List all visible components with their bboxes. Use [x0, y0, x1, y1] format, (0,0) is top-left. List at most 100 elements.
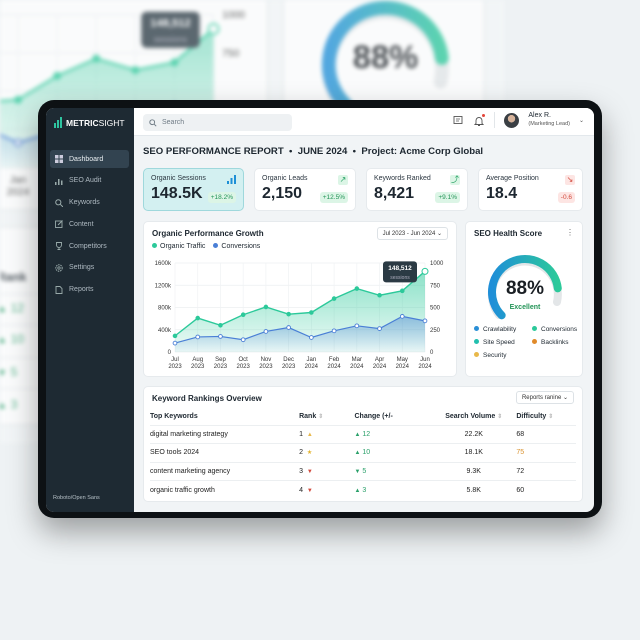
message-icon[interactable] [452, 114, 464, 126]
sidebar: METRICSIGHT Dashboard SEO Audit Keywords Co… [46, 108, 134, 512]
sidebar-item-dashboard[interactable]: Dashboard [50, 150, 129, 168]
kpi-card-keywords-ranked[interactable]: Keywords Ranked 8,421 ⤴ +9.1% [366, 168, 468, 211]
change-cell: 3 [362, 486, 367, 494]
y-right-tick: 750 [430, 283, 441, 289]
volume-cell: 22.2K [431, 424, 517, 444]
sidebar-item-content[interactable]: Content [50, 215, 129, 233]
x-tick-month: Sep [215, 357, 226, 363]
table-row[interactable]: digital marketing strategy 1 ▲ ▲ 12 22.2… [150, 424, 576, 444]
rank-indicator-icon: ★ [306, 450, 313, 457]
sidebar-item-competitors[interactable]: Competitors [50, 237, 129, 255]
traffic-point [170, 58, 179, 67]
chevron-down-icon: ⌄ [436, 231, 442, 237]
conversions-point [399, 314, 405, 319]
kpi-value: 8,421 [374, 185, 415, 202]
traffic-point [399, 288, 405, 294]
sort-icon[interactable]: ⇕ [548, 414, 554, 421]
tooltip-value: 148,512 [388, 265, 412, 272]
more-options-icon[interactable]: ⋮ [566, 228, 574, 237]
column-header-label: Top Keywords [150, 413, 198, 421]
edit-icon [55, 220, 63, 229]
filter-label: Reports ranine [521, 395, 562, 401]
sort-icon[interactable]: ⇕ [318, 414, 324, 421]
sort-icon[interactable]: ⇕ [497, 414, 503, 421]
health-gauge: 88% [321, 0, 449, 112]
search-icon [149, 118, 157, 127]
keyword-cell: SEO tools 2024 [150, 443, 300, 462]
conversions-point [354, 323, 360, 329]
traffic-point [218, 323, 223, 328]
sidebar-item-label: Reports [69, 286, 94, 294]
triangle-up-icon: ▲ [354, 431, 361, 438]
kpi-change-badge: +9.1% [435, 192, 460, 203]
gauge-fill [321, 0, 449, 112]
column-header[interactable]: Rank ⇕ [299, 409, 354, 425]
user-role: (Marketing Lead) [528, 121, 570, 127]
health-score-value: 88% [506, 278, 544, 299]
rank-cell: 3 [299, 467, 304, 475]
conversions-point [331, 328, 337, 334]
triangle-up-icon: ▲ [0, 337, 7, 347]
traffic-point [331, 296, 337, 301]
kpi-card-average-position[interactable]: Average Position 18.4 ↘ -0.6 [478, 168, 583, 211]
volume-cell: 9.3K [431, 461, 517, 481]
column-header[interactable]: Change (+/- [354, 409, 431, 425]
traffic-line [0, 28, 215, 103]
x-tick-month: Apr [375, 357, 384, 363]
search-input[interactable]: Search [143, 114, 292, 131]
change-cell: 3 [10, 399, 18, 412]
chevron-down-icon: ⌄ [562, 395, 568, 401]
keyword-table: Top Keywords Rank ⇕ Change (+/- Search Volum… [150, 409, 576, 499]
notification-bell-icon[interactable] [473, 114, 486, 126]
kpi-card-organic-sessions[interactable]: Organic Sessions 148.5K +18.2% [143, 168, 244, 211]
bar-chart-icon [55, 178, 63, 185]
column-header: Rank [0, 266, 92, 294]
reports-filter-dropdown[interactable]: Reports ranine ⌄ [515, 391, 574, 404]
kpi-value: 148.5K [151, 185, 203, 202]
traffic-point [240, 312, 246, 318]
kpi-change-badge: +18.2% [207, 192, 236, 203]
traffic-point [92, 54, 101, 63]
y-left-tick: 1600k [155, 261, 172, 267]
kpi-card-organic-leads[interactable]: Organic Leads 2,150 ↗ +12.5% [254, 168, 356, 211]
x-tick-year: 2024 [305, 364, 319, 370]
health-gauge: 88% Excellent [487, 255, 562, 320]
column-header[interactable]: Difficulty ⇕ [516, 409, 576, 425]
table-row[interactable]: organic traffic growth 4 ▼ ▲ 3 5.8K 60 [150, 480, 576, 499]
x-tick-month: Mar [352, 357, 362, 363]
sidebar-item-settings[interactable]: Settings [50, 259, 129, 277]
conversions-point [377, 326, 382, 331]
conversions-point [286, 325, 291, 330]
y-left-tick: 400k [158, 328, 172, 334]
table-row[interactable]: content marketing agency 3 ▼ ▼ 5 9.3K 72 [150, 461, 576, 481]
grid-icon [55, 155, 63, 163]
column-header[interactable]: Top Keywords [150, 409, 299, 425]
table-row[interactable]: SEO tools 2024 2 ★ ▲ 10 18.1K 75 [150, 443, 576, 462]
kpi-change-badge: +12.5% [319, 192, 348, 203]
sidebar-item-reports[interactable]: Reports [50, 281, 129, 299]
document-icon [55, 285, 63, 294]
x-tick-month: Jun [420, 357, 430, 363]
y-right-tick: 1000 [222, 10, 245, 21]
date-range-dropdown[interactable]: Jul 2023 - Jun 2024 ⌄ [376, 227, 448, 240]
column-header[interactable]: Search Volume ⇕ [431, 409, 516, 425]
sidebar-item-label: Content [69, 220, 94, 228]
user-menu[interactable]: Alex R. (Marketing Lead) [528, 112, 570, 128]
sidebar-nav: Dashboard SEO Audit Keywords Content Competi… [50, 150, 129, 303]
traffic-point [207, 22, 220, 35]
legend-organic-traffic: Organic Traffic [152, 243, 205, 250]
kpi-label: Keywords Ranked [374, 175, 431, 182]
conversions-point [240, 337, 246, 343]
x-tick-month: Aug [192, 357, 203, 363]
dashboard-screen: METRICSIGHT Dashboard SEO Audit Keywords Co… [46, 108, 594, 512]
triangle-up-icon: ▲ [0, 305, 7, 315]
page-title: SEO PERFORMANCE REPORT • JUNE 2024 • Pro… [143, 146, 484, 157]
chevron-down-icon[interactable]: ⌄ [578, 117, 584, 124]
avatar[interactable] [504, 112, 520, 128]
sidebar-item-seo-audit[interactable]: SEO Audit [50, 172, 129, 190]
triangle-up-icon: ▲ [0, 401, 7, 411]
x-tick-month: Feb [329, 357, 340, 363]
sidebar-item-keywords[interactable]: Keywords [50, 194, 129, 212]
column-header-label: Search Volume [445, 413, 496, 421]
traffic-point [263, 304, 269, 310]
